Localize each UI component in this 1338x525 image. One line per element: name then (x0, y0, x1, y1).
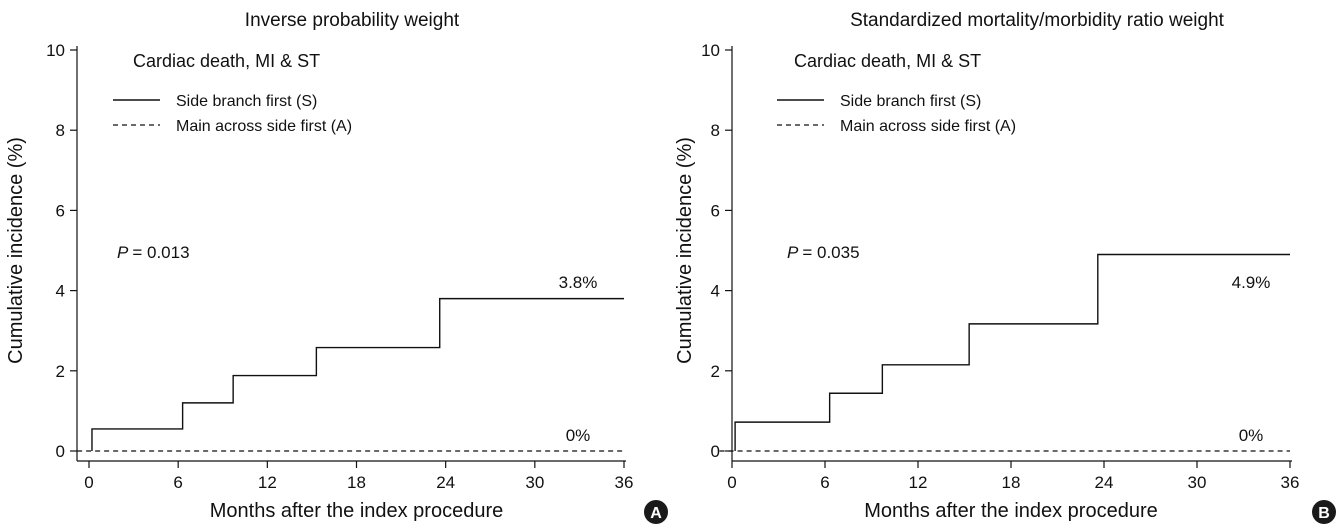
legend-label-1: Side branch first (S) (840, 93, 981, 110)
x-axis-label: Months after the index procedure (864, 500, 1158, 522)
end-label-1: 4.9% (1232, 273, 1271, 292)
x-tick-label: 24 (436, 473, 455, 492)
x-tick-label: 30 (525, 473, 544, 492)
panel-badge (644, 500, 668, 524)
legend-label-1: Side branch first (S) (176, 93, 317, 110)
y-tick-label: 6 (56, 201, 65, 220)
x-tick-label: 30 (1188, 473, 1207, 492)
x-tick-label: 6 (173, 473, 182, 492)
x-tick-label: 24 (1095, 473, 1114, 492)
y-tick-label: 2 (56, 362, 65, 381)
legend-title: Cardiac death, MI & ST (133, 51, 320, 71)
y-tick-label: 8 (56, 121, 65, 140)
p-value-annotation: P = 0.035 (787, 243, 860, 262)
y-tick-label: 0 (711, 442, 720, 461)
end-label-2: 0% (566, 426, 591, 445)
p-value-text: = 0.035 (802, 243, 859, 262)
p-value-label: P (787, 243, 799, 262)
x-tick-label: 12 (258, 473, 277, 492)
legend-label-2: Main across side first (A) (840, 118, 1016, 135)
p-value-label: P (117, 243, 129, 262)
legend-label-2: Main across side first (A) (176, 118, 352, 135)
chart-title: Inverse probability weight (245, 10, 460, 31)
chart-title: Standardized mortality/morbidity ratio w… (850, 10, 1225, 31)
x-tick-label: 0 (727, 473, 736, 492)
series-line-1 (91, 297, 624, 451)
x-tick-label: 18 (1002, 473, 1021, 492)
chart-panel-a: Inverse probability weight 0 2 4 6 8 10 0 6 12 18 2… (5, 10, 668, 524)
y-axis-label: Cumulative incidence (%) (674, 137, 696, 364)
y-tick-label: 8 (711, 121, 720, 140)
y-axis-label: Cumulative incidence (%) (5, 137, 27, 364)
y-tick-label: 2 (711, 362, 720, 381)
x-axis-label: Months after the index procedure (210, 500, 504, 522)
p-value-text: = 0.013 (132, 243, 189, 262)
panel-badge (1312, 500, 1336, 524)
x-tick-label: 18 (347, 473, 366, 492)
x-tick-label: 36 (615, 473, 634, 492)
x-tick-label: 36 (1281, 473, 1300, 492)
panel-badge-label: A (650, 505, 662, 522)
panel-badge-label: B (1318, 505, 1330, 522)
p-value-annotation: P = 0.013 (117, 243, 190, 262)
legend-title: Cardiac death, MI & ST (794, 51, 981, 71)
y-tick-label: 10 (46, 41, 65, 60)
end-label-2: 0% (1239, 426, 1264, 445)
end-label-1: 3.8% (559, 273, 598, 292)
y-tick-label: 6 (711, 201, 720, 220)
chart-b-svg: Standardized mortality/morbidity ratio w… (674, 10, 1336, 524)
x-tick-label: 12 (909, 473, 928, 492)
x-tick-label: 6 (820, 473, 829, 492)
y-tick-label: 10 (701, 41, 720, 60)
y-tick-label: 4 (56, 282, 65, 301)
series-line-1 (734, 253, 1290, 451)
chart-panel-b: Standardized mortality/morbidity ratio w… (669, 0, 1338, 525)
y-tick-label: 0 (56, 442, 65, 461)
x-tick-label: 0 (84, 473, 93, 492)
y-tick-label: 4 (711, 282, 720, 301)
